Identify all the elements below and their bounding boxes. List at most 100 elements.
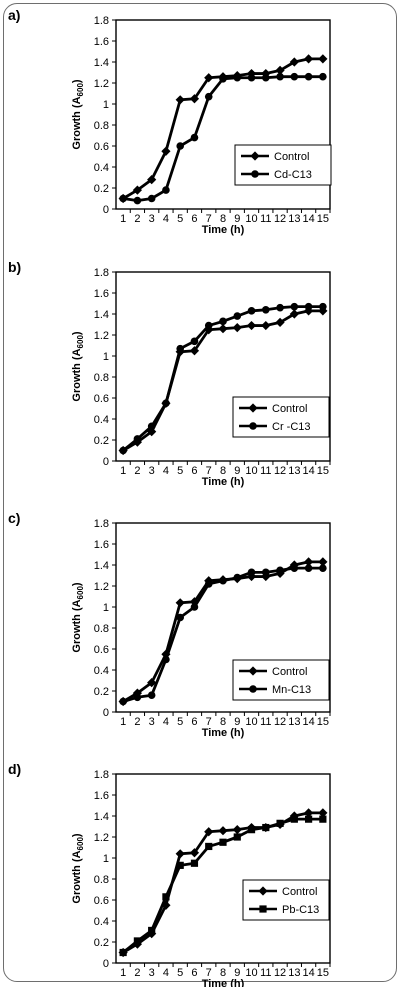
- x-tick-label: 15: [317, 716, 329, 728]
- figure-frame: [3, 3, 397, 982]
- y-tick-label: 1.8: [94, 769, 109, 781]
- x-tick-label: 13: [288, 967, 300, 979]
- y-tick-label: 1.6: [94, 539, 109, 551]
- data-point: [246, 320, 257, 331]
- x-tick-label: 9: [234, 465, 240, 477]
- data-point: [290, 302, 299, 311]
- data-point: [261, 320, 271, 331]
- data-point: [319, 564, 327, 572]
- data-point: [176, 861, 184, 869]
- x-tick-label: 6: [191, 213, 197, 225]
- data-point: [262, 823, 270, 832]
- x-tick-label: 10: [245, 716, 257, 728]
- data-point: [147, 175, 157, 185]
- x-tick-label: 11: [260, 967, 271, 979]
- y-tick-label: 0.2: [94, 686, 109, 698]
- y-tick-label: 0.8: [94, 623, 109, 635]
- panel-label: c): [8, 510, 20, 526]
- legend-marker: [258, 886, 268, 896]
- x-tick-label: 1: [120, 967, 126, 979]
- y-axis-title: Growth (A600): [71, 331, 85, 402]
- data-point: [304, 564, 313, 572]
- data-point: [218, 324, 228, 334]
- legend-box: [232, 396, 330, 438]
- data-point: [318, 557, 328, 567]
- data-point: [189, 346, 200, 356]
- data-point: [176, 142, 184, 150]
- x-tick-label: 7: [206, 967, 212, 979]
- plot-area: [115, 19, 331, 210]
- x-tick-label: 2: [134, 716, 140, 728]
- x-tick-label: 10: [245, 213, 257, 225]
- x-tick-label: 8: [220, 716, 226, 728]
- x-tick-label: 7: [206, 716, 212, 728]
- data-point: [290, 564, 299, 572]
- x-tick-label: 3: [149, 213, 155, 225]
- x-tick-label: 11: [260, 465, 271, 477]
- data-point: [247, 307, 256, 315]
- data-point: [275, 317, 285, 327]
- data-point: [175, 849, 185, 859]
- data-point: [290, 815, 298, 823]
- data-point: [233, 833, 241, 841]
- y-axis-title: Growth (A600): [71, 582, 85, 653]
- y-tick-label: 1.4: [94, 309, 109, 321]
- data-point: [233, 573, 242, 582]
- data-point: [189, 848, 200, 858]
- data-point: [247, 568, 256, 577]
- legend-marker: [251, 170, 259, 178]
- x-tick-label: 15: [317, 967, 329, 979]
- data-point: [219, 75, 227, 83]
- x-tick-label: 14: [302, 213, 314, 225]
- x-tick-label: 5: [177, 213, 183, 225]
- panel-label: b): [8, 259, 21, 275]
- chart-panel-1: a)00.20.40.60.811.21.41.61.81 2 3 4 5 6 7 8 9 10 1…: [8, 7, 332, 236]
- data-point: [175, 598, 185, 608]
- panel-label: d): [8, 761, 21, 777]
- data-point: [247, 826, 256, 834]
- y-tick-label: 0.2: [94, 435, 109, 447]
- plot-area: [115, 773, 331, 964]
- data-point: [233, 73, 242, 82]
- x-tick-label: 5: [177, 465, 183, 477]
- legend-box: [232, 659, 330, 701]
- x-tick-label: 8: [220, 213, 226, 225]
- data-point: [204, 827, 214, 837]
- data-point: [162, 893, 170, 901]
- x-tick-label: 5: [177, 967, 183, 979]
- plot-area: [115, 271, 331, 462]
- data-point: [133, 435, 142, 443]
- legend-marker: [249, 685, 257, 693]
- y-tick-label: 0: [103, 707, 109, 719]
- data-point: [190, 859, 199, 867]
- data-point: [304, 54, 314, 64]
- legend-marker: [259, 905, 267, 913]
- data-point: [133, 196, 142, 205]
- x-tick-label: 2: [134, 967, 140, 979]
- data-point: [133, 937, 141, 945]
- data-point: [189, 94, 200, 104]
- x-tick-label: 1: [120, 465, 126, 477]
- data-point: [232, 825, 242, 835]
- data-point: [190, 133, 199, 142]
- x-tick-label: 4: [163, 213, 169, 225]
- x-tick-label: 9: [234, 967, 240, 979]
- y-tick-label: 1: [103, 602, 109, 614]
- legend-box: [242, 879, 330, 921]
- data-point: [119, 697, 127, 706]
- data-point: [262, 568, 270, 577]
- data-point: [318, 54, 328, 64]
- y-tick-label: 1.2: [94, 78, 109, 90]
- y-tick-label: 1.4: [94, 57, 109, 69]
- x-tick-label: 14: [302, 967, 314, 979]
- y-tick-label: 1: [103, 853, 109, 865]
- y-tick-label: 0.2: [94, 937, 109, 949]
- y-tick-label: 1.4: [94, 811, 109, 823]
- legend-label: Cr -C13: [272, 421, 311, 433]
- data-point: [233, 312, 242, 320]
- y-tick-label: 0.2: [94, 183, 109, 195]
- data-point: [304, 72, 313, 81]
- data-point: [162, 655, 170, 664]
- x-tick-label: 12: [274, 465, 286, 477]
